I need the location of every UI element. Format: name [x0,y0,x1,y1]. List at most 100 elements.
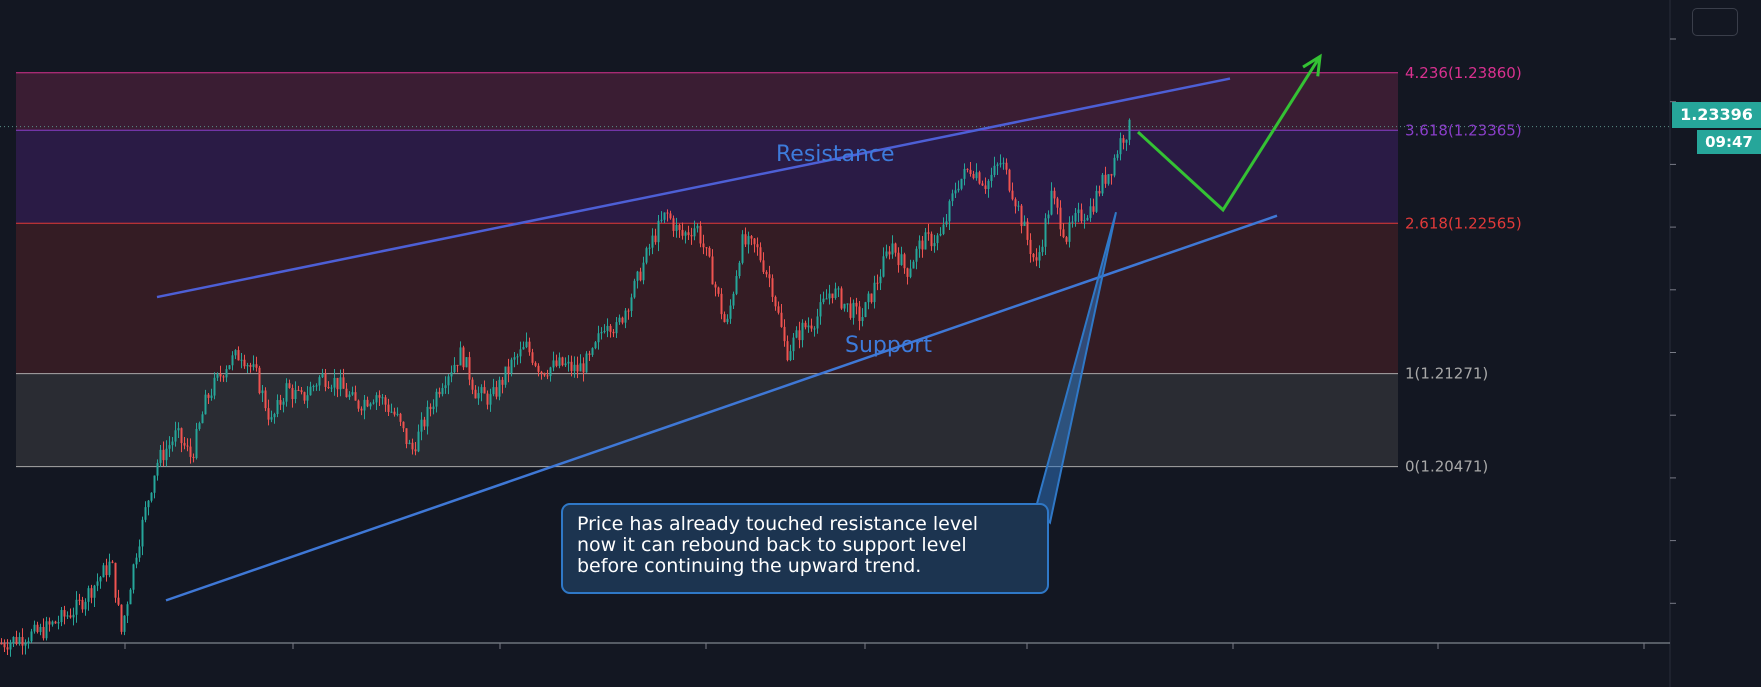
candle-body [168,445,171,449]
candle-body [765,271,768,275]
candle-body [249,365,252,367]
candle-body [864,302,867,318]
candle-body [492,387,495,395]
candle-body [108,561,111,576]
candle-body [1023,221,1026,227]
candle-body [720,293,723,315]
candle-body [795,330,798,338]
candle-body [819,302,822,317]
candle-body [351,392,354,395]
candle-body [453,364,456,373]
candle-body [663,212,666,220]
candle-body [498,379,501,397]
resistance-line [156,77,1231,299]
candle-body [51,621,54,625]
candle-body [579,363,582,372]
candle-body [288,383,291,388]
candle-body [501,379,504,385]
candle-body [270,417,273,420]
candle-body [303,392,306,401]
candle-body [324,373,327,387]
candle-body [255,364,258,368]
candle-body [240,359,243,361]
candle-body [852,302,855,318]
candle-body [486,393,489,405]
candle-body [750,236,753,239]
candle-countdown-badge: 09:47 [1697,130,1761,154]
candle-body [1107,174,1110,184]
candle-body [1050,190,1053,215]
candle-body [828,293,831,299]
candle-body [45,621,48,639]
candle-body [507,366,510,374]
candle-body [1125,139,1128,143]
candle-body [912,261,915,269]
candle-body [714,284,717,288]
candle-body [996,164,999,166]
candle-body [63,610,66,617]
candle-body [429,406,432,410]
candle-body [723,314,726,323]
candle-body [99,577,102,582]
candle-body [891,243,894,255]
projection-path [1136,55,1322,213]
candle-body [948,201,951,222]
candle-body [696,225,699,229]
candle-body [1044,218,1047,247]
candle-body [393,411,396,415]
candle-body [1032,253,1035,258]
candle-body [471,379,474,390]
candle-body [1065,237,1068,242]
candle-body [1014,199,1017,207]
candle-body [105,565,108,576]
candle-body [534,362,537,366]
candle-body [276,400,279,415]
candle-body [153,475,156,493]
candle-body [264,390,267,409]
candle-body [180,428,183,444]
candle-body [441,388,444,395]
candle-body [312,386,315,388]
candle-body [783,326,786,342]
candle-body [921,240,924,250]
candle-body [201,414,204,424]
candle-body [345,388,348,398]
candle-body [360,408,363,411]
candle-body [516,356,519,358]
candle-body [420,419,423,432]
candle-body [789,351,792,361]
candle-body [708,247,711,257]
candle-body [816,316,819,329]
candle-body [138,546,141,558]
candle-body [69,615,72,618]
candle-body [438,391,441,395]
candle-body [942,224,945,234]
candle-body [858,306,861,322]
chart-settings-button[interactable] [1692,8,1738,36]
candle-body [897,252,900,266]
callout-line-1: Price has already touched resistance lev… [577,513,979,535]
candle-body [567,361,570,364]
candle-body [1056,198,1059,208]
candle-body [984,185,987,189]
candle-body [450,372,453,377]
candle-body [690,235,693,237]
candle-body [951,193,954,202]
fib-label-3: 1(1.21271) [1405,365,1488,383]
candle-body [93,585,96,598]
candle-body [1128,119,1131,140]
candles [0,118,1131,657]
candle-body [267,408,270,420]
candle-body [747,236,750,245]
candle-body [759,247,762,261]
candle-body [711,256,714,285]
candle-body [189,446,192,457]
candle-body [531,352,534,363]
candle-body [0,643,3,645]
candle-body [777,306,780,313]
candle-body [744,234,747,245]
candle-body [969,169,972,174]
candle-body [396,413,399,415]
candle-body [408,442,411,445]
